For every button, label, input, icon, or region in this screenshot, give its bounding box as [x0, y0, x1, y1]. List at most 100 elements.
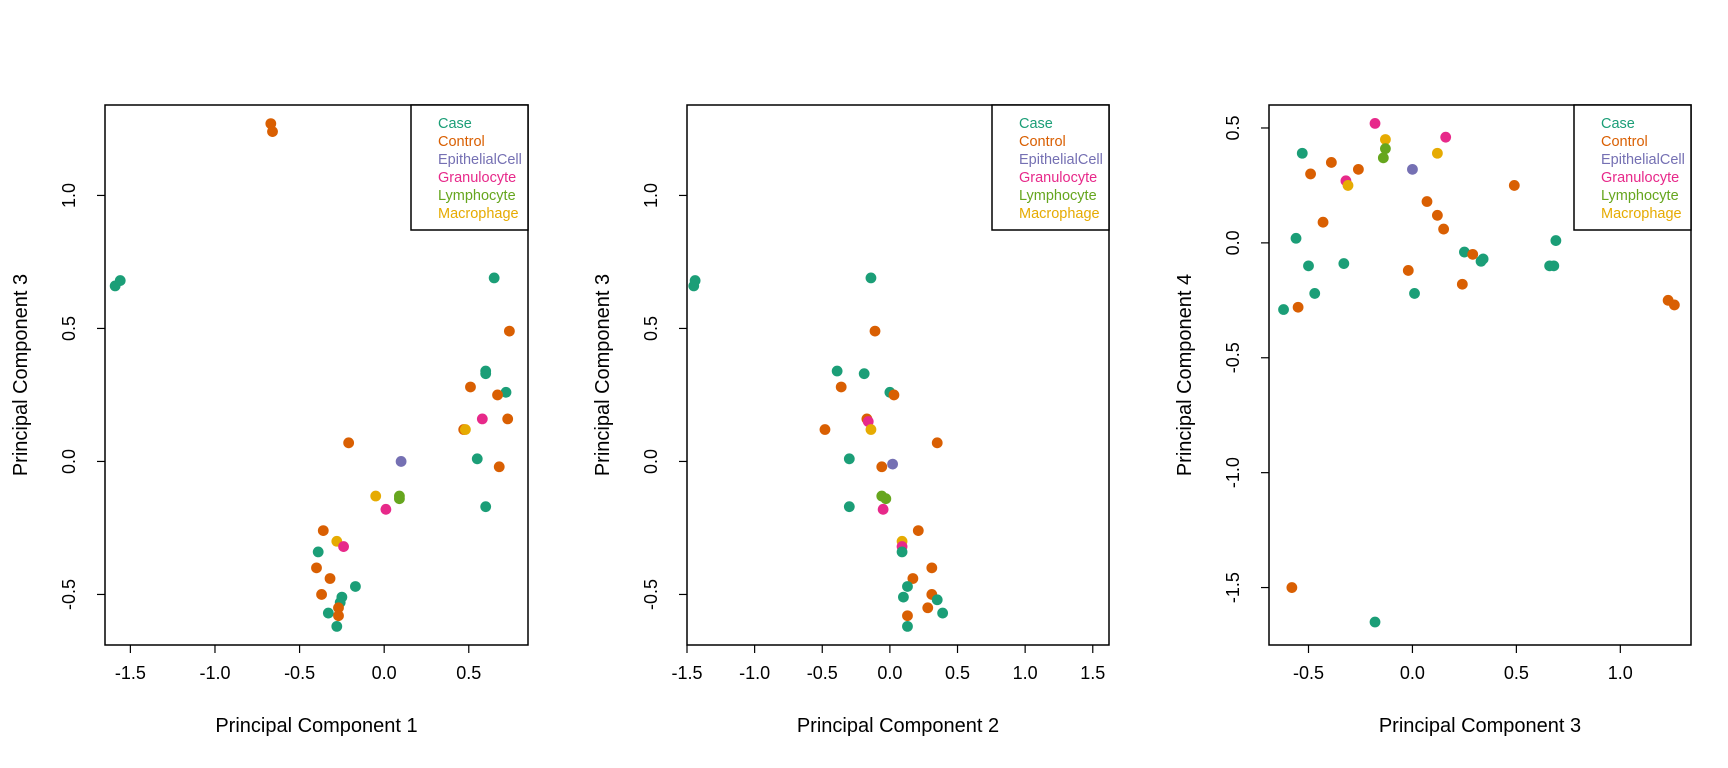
point-case: [689, 275, 701, 286]
y-tick-label: -1.0: [1223, 457, 1243, 488]
plot-frame: [686, 104, 1110, 646]
point-case: [865, 272, 877, 284]
x-tick-label: 0.0: [877, 663, 902, 683]
legend-box: [410, 104, 529, 231]
y-tick-label: 1.0: [59, 183, 79, 208]
point-control: [926, 562, 938, 574]
point-case: [1475, 255, 1487, 267]
legend-box: [991, 104, 1110, 231]
legend-item-macrophage: Macrophage: [1019, 206, 1100, 222]
point-case: [114, 275, 126, 286]
point-case: [480, 368, 492, 380]
x-tick-label: 0.5: [1504, 663, 1529, 683]
scatter-panel-3: -0.5 0.0 0.5 1.0 -1.5 -1.0 -0.5 0.0 0.5 Principal…: [1174, 104, 1692, 737]
point-case: [931, 594, 943, 606]
point-granulocyte: [380, 503, 392, 515]
point-case: [350, 581, 361, 592]
point-case: [1459, 246, 1470, 258]
legend-item-case: Case: [438, 116, 472, 132]
point-control: [1402, 265, 1414, 276]
legend-item-granulocyte: Granulocyte: [1019, 170, 1097, 186]
x-tick-label: 0.5: [456, 663, 481, 683]
point-case: [1369, 616, 1381, 628]
scatter-panel-1: -1.5 -1.0 -0.5 0.0 0.5 -0.5 0.0 0.5 1.0 Principal…: [10, 104, 529, 737]
point-control: [869, 325, 881, 337]
point-case: [898, 591, 909, 603]
point-control: [1431, 209, 1443, 221]
point-case: [937, 607, 949, 619]
point-case: [488, 272, 500, 284]
point-case: [902, 581, 913, 592]
legend-item-control: Control: [1601, 134, 1648, 150]
point-control: [1305, 168, 1316, 180]
y-tick-label: -0.5: [641, 579, 661, 610]
point-control: [492, 389, 503, 401]
point-control: [1325, 157, 1337, 168]
point-control: [1456, 278, 1468, 290]
point-case: [480, 501, 492, 513]
legend-item-granulocyte: Granulocyte: [438, 170, 516, 186]
point-granulocyte: [1369, 117, 1381, 129]
point-control: [267, 126, 278, 138]
y-tick-label: -1.5: [1223, 572, 1243, 603]
x-tick-label: 0.0: [372, 663, 397, 683]
point-control: [931, 437, 943, 449]
point-control: [1438, 223, 1450, 235]
legend: Case Control EpithelialCell Granulocyte Lymp…: [991, 104, 1110, 231]
point-granulocyte: [877, 503, 889, 515]
legend: Case Control EpithelialCell Granulocyte Lymp…: [410, 104, 529, 231]
point-granulocyte: [1440, 131, 1452, 143]
point-case: [500, 386, 512, 398]
y-tick-label: 1.0: [641, 183, 661, 208]
y-axis-label: Principal Component 3: [10, 274, 32, 476]
point-case: [843, 453, 855, 465]
legend-item-lymphocyte: Lymphocyte: [1601, 188, 1679, 204]
y-tick-label: -0.5: [59, 579, 79, 610]
x-tick-label: -0.5: [1293, 663, 1324, 683]
point-control: [324, 573, 336, 584]
point-lymphocyte: [1377, 152, 1389, 164]
point-case: [843, 501, 855, 513]
point-epithelialcell: [1407, 163, 1418, 175]
point-case: [1290, 232, 1302, 244]
point-macrophage: [459, 424, 471, 435]
point-macrophage: [1342, 180, 1354, 191]
point-case: [1338, 258, 1350, 269]
point-control: [835, 381, 847, 393]
point-control: [888, 389, 900, 401]
point-control: [819, 424, 831, 435]
point-control: [902, 610, 913, 622]
x-tick-label: 1.0: [1013, 663, 1038, 683]
point-epithelialcell: [887, 458, 898, 470]
point-granulocyte: [338, 541, 349, 552]
point-control: [502, 413, 514, 425]
legend-item-epithelialcell: EpithelialCell: [1019, 152, 1103, 168]
legend-item-case: Case: [1601, 116, 1635, 132]
point-control: [465, 381, 476, 393]
x-tick-label: -0.5: [807, 663, 838, 683]
point-control: [876, 461, 888, 473]
point-case: [1550, 235, 1562, 246]
x-axis-label: Principal Component 3: [1379, 715, 1581, 737]
x-tick-label: 0.5: [945, 663, 970, 683]
plot-frame: [1268, 104, 1692, 646]
point-case: [1548, 260, 1560, 272]
x-axis-label: Principal Component 2: [797, 715, 999, 737]
y-tick-label: 0.5: [641, 316, 661, 341]
x-tick-label: -1.5: [115, 663, 146, 683]
point-control: [503, 325, 515, 337]
point-lymphocyte: [394, 493, 405, 505]
plot-frame: [104, 104, 529, 646]
point-control: [1508, 180, 1520, 191]
point-lymphocyte: [880, 493, 892, 505]
legend-item-lymphocyte: Lymphocyte: [1019, 188, 1097, 204]
point-case: [858, 368, 870, 380]
point-control: [907, 573, 919, 584]
legend-box: [1573, 104, 1692, 231]
y-tick-label: 0.5: [59, 316, 79, 341]
point-control: [912, 525, 924, 537]
point-case: [312, 546, 324, 558]
point-case: [322, 607, 334, 619]
point-control: [1286, 582, 1298, 593]
